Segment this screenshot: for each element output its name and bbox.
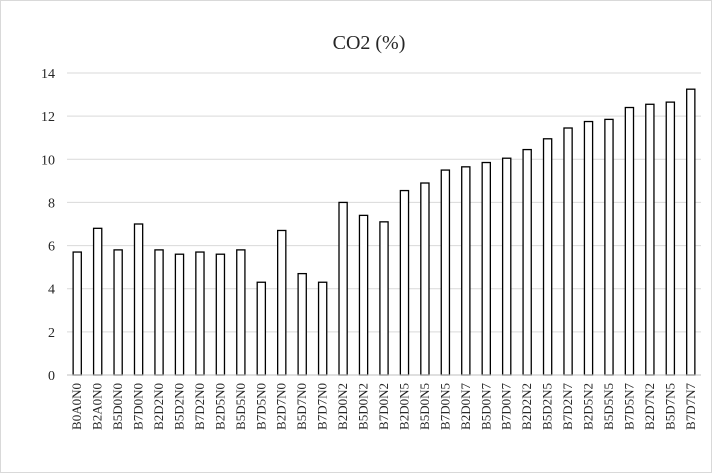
bar-B2D0N5 — [399, 189, 410, 376]
y-tick-label: 0 — [48, 369, 55, 384]
bar-B2D5N2 — [583, 120, 594, 376]
y-tick-label: 12 — [41, 110, 55, 125]
bar-B2D7N0 — [277, 229, 287, 376]
bar-B2D2N2 — [522, 148, 532, 376]
bar-B7D0N2 — [379, 221, 389, 376]
bar-B2D2N0 — [154, 249, 164, 376]
bar-B5D5N5 — [604, 118, 614, 376]
x-category-label: B7D0N5 — [437, 383, 452, 430]
bar-B5D2N0 — [174, 253, 185, 376]
bar-B5D0N5 — [420, 182, 430, 376]
x-category-label: B7D2N0 — [192, 383, 207, 430]
y-tick-label: 8 — [48, 196, 55, 211]
bar-B5D2N5 — [542, 138, 553, 376]
x-category-label: B5D2N0 — [171, 383, 186, 430]
y-axis-ticks: 0 2 4 6 8 10 12 14 — [41, 67, 55, 384]
x-category-label: B2D5N2 — [581, 383, 596, 430]
bar-B2A0N0 — [92, 227, 103, 376]
bar-B7D2N0 — [195, 251, 205, 376]
bar-B5D0N2 — [358, 214, 369, 376]
x-category-label: B5D0N7 — [478, 383, 493, 430]
x-category-label: B2D7N2 — [642, 383, 657, 430]
x-category-label: B2D0N7 — [458, 383, 473, 430]
x-category-label: B7D0N0 — [131, 383, 146, 430]
y-tick-label: 10 — [41, 153, 55, 168]
x-category-label: B5D5N5 — [601, 383, 616, 430]
bar-B7D5N7 — [624, 106, 635, 376]
bar-B7D0N5 — [440, 169, 451, 376]
bars — [72, 88, 696, 376]
bar-B2D5N0 — [215, 253, 226, 376]
x-category-label: B7D5N7 — [621, 383, 636, 430]
x-category-label: B2D0N2 — [335, 383, 350, 430]
chart-title: CO2 (%) — [333, 32, 406, 54]
bar-B5D0N7 — [481, 161, 491, 376]
bar-B5D0N0 — [113, 249, 123, 376]
bar-B5D7N0 — [297, 272, 307, 376]
x-category-label: B5D0N5 — [417, 383, 432, 430]
x-axis-category-labels: B0A0N0 B2A0N0 B5D0N0 B7D0N0 B2D2N0 B5D2N0 B7D2… — [69, 383, 698, 430]
bar-B7D0N7 — [501, 157, 512, 376]
x-category-label: B7D0N2 — [376, 383, 391, 430]
x-category-label: B5D0N2 — [356, 383, 371, 430]
x-category-label: B5D7N0 — [294, 383, 309, 430]
bar-B5D7N5 — [665, 101, 676, 376]
x-category-label: B7D7N0 — [315, 383, 330, 430]
x-category-label: B0A0N0 — [69, 383, 84, 430]
y-tick-label: 14 — [41, 67, 55, 82]
x-category-label: B7D5N0 — [253, 383, 268, 430]
x-category-label: B2D0N5 — [396, 383, 411, 430]
bar-B7D2N7 — [563, 127, 573, 376]
y-tick-label: 2 — [48, 326, 55, 341]
y-tick-label: 4 — [48, 283, 55, 298]
x-category-label: B7D0N7 — [499, 383, 514, 430]
x-category-label: B5D0N0 — [110, 383, 125, 430]
bar-B2D7N2 — [645, 103, 655, 376]
bar-B2D0N7 — [461, 166, 471, 376]
x-category-label: B2D5N0 — [212, 383, 227, 430]
x-category-label: B5D2N5 — [540, 383, 555, 430]
bar-B2D0N2 — [338, 201, 348, 376]
x-category-label: B2D2N2 — [519, 383, 534, 430]
x-category-label: B5D7N5 — [662, 383, 677, 430]
x-category-label: B2D2N0 — [151, 383, 166, 430]
x-category-label: B5D5N0 — [233, 383, 248, 430]
x-category-label: B7D2N7 — [560, 383, 575, 430]
bar-B0A0N0 — [72, 251, 82, 376]
y-tick-label: 6 — [48, 240, 55, 255]
x-category-label: B2D7N0 — [274, 383, 289, 430]
bar-B7D7N7 — [686, 88, 696, 376]
bar-B5D5N0 — [236, 249, 246, 376]
x-category-label: B2A0N0 — [90, 383, 105, 430]
bar-B7D5N0 — [256, 281, 267, 376]
bar-B7D0N0 — [133, 223, 144, 376]
bar-B7D7N0 — [317, 281, 328, 376]
x-category-label: B7D7N7 — [683, 383, 698, 430]
